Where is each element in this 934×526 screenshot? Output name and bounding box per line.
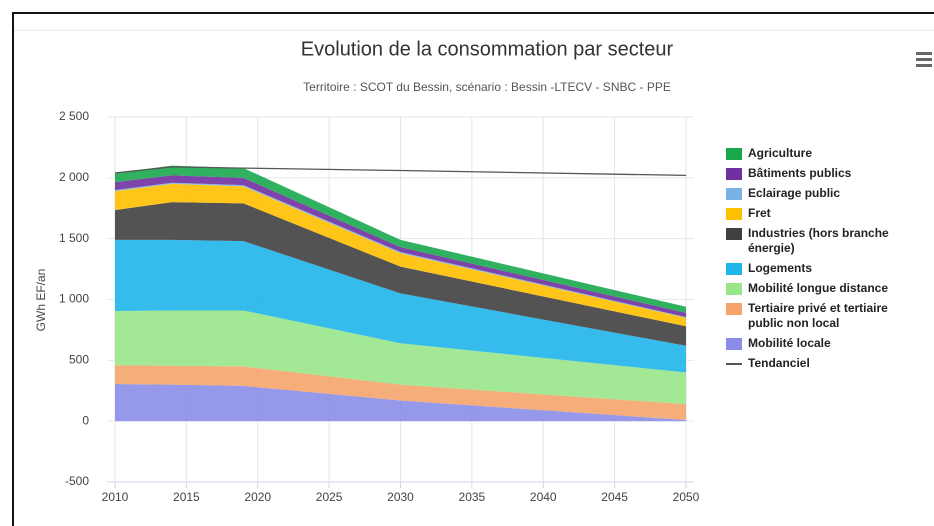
legend-item[interactable]: Logements: [724, 261, 924, 276]
menu-bar: [916, 52, 932, 55]
legend-swatch: [726, 188, 742, 200]
legend-item[interactable]: Industries (hors branche énergie): [724, 226, 924, 256]
legend-swatch: [726, 363, 742, 365]
y-tick-label: 1 500: [59, 231, 89, 245]
legend-label: Mobilité locale: [748, 336, 831, 350]
area: [115, 165, 686, 313]
y-tick-label: -500: [65, 474, 89, 488]
legend-label: Eclairage public: [748, 186, 841, 200]
menu-bar: [916, 64, 932, 67]
area: [115, 182, 686, 318]
legend-item[interactable]: Mobilité longue distance: [724, 281, 924, 296]
area: [115, 310, 686, 405]
legend-label: Agriculture: [748, 146, 813, 160]
x-tick-label: 2035: [459, 490, 486, 504]
x-tick-label: 2045: [601, 490, 628, 504]
legend-label: Logements: [748, 261, 813, 275]
legend-item[interactable]: Fret: [724, 206, 924, 221]
area: [115, 384, 686, 422]
legend-label: Mobilité longue distance: [748, 281, 889, 295]
legend-swatch: [726, 228, 742, 240]
y-axis-label: GWh EF/an: [34, 269, 48, 332]
legend-item[interactable]: Mobilité locale: [724, 336, 924, 351]
area: [115, 239, 686, 373]
legend-swatch: [726, 148, 742, 160]
legend-label: Industries (hors branche énergie): [748, 226, 889, 255]
legend-item[interactable]: Eclairage public: [724, 186, 924, 201]
area: [115, 202, 686, 346]
legend-swatch: [726, 208, 742, 220]
x-tick-label: 2030: [387, 490, 414, 504]
y-tick-label: 500: [69, 353, 89, 367]
legend-label: Fret: [748, 206, 771, 220]
y-tick-label: 2 500: [59, 109, 89, 123]
area: [115, 365, 686, 420]
legend-item[interactable]: Tertiaire privé et tertiaire public non …: [724, 301, 924, 331]
menu-icon[interactable]: [916, 52, 932, 67]
chart-title: Evolution de la consommation par secteur: [301, 38, 674, 60]
legend-swatch: [726, 263, 742, 275]
legend-item[interactable]: Bâtiments publics: [724, 166, 924, 181]
legend-swatch: [726, 283, 742, 295]
x-tick-label: 2050: [673, 490, 700, 504]
area: [115, 175, 686, 318]
area: [115, 183, 686, 327]
legend-swatch: [726, 303, 742, 315]
x-tick-label: 2020: [244, 490, 271, 504]
chart-subtitle: Territoire : SCOT du Bessin, scénario : …: [303, 80, 671, 94]
legend-swatch: [726, 338, 742, 350]
y-tick-label: 2 000: [59, 170, 89, 184]
legend: Agriculture Bâtiments publics Eclairage pu…: [724, 146, 924, 376]
menu-bar: [916, 58, 932, 61]
x-tick-label: 2010: [102, 490, 129, 504]
legend-item[interactable]: Agriculture: [724, 146, 924, 161]
y-tick-label: 1 000: [59, 292, 89, 306]
line: [114, 166, 687, 177]
x-tick-label: 2025: [316, 490, 343, 504]
legend-swatch: [726, 168, 742, 180]
legend-item[interactable]: Tendanciel: [724, 356, 924, 371]
legend-label: Bâtiments publics: [748, 166, 852, 180]
y-tick-label: 0: [82, 413, 89, 427]
x-tick-label: 2040: [530, 490, 557, 504]
frame: [12, 12, 934, 526]
x-tick-label: 2015: [173, 490, 200, 504]
legend-label: Tertiaire privé et tertiaire public non …: [748, 301, 888, 330]
legend-label: Tendanciel: [748, 356, 810, 370]
